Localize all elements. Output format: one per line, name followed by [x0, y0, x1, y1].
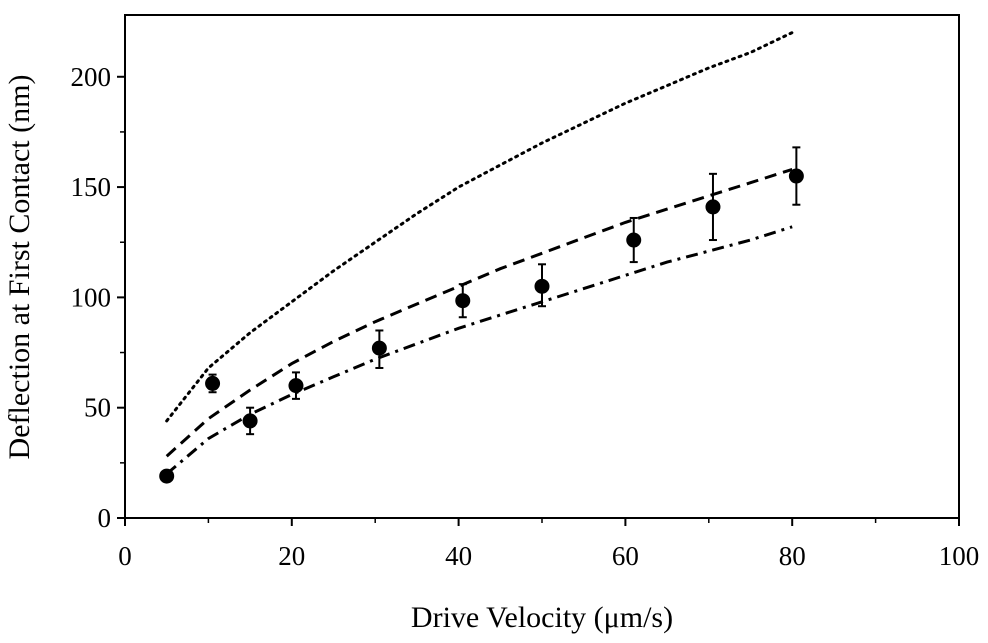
series-line-dashdot	[165, 225, 793, 476]
data-point	[159, 468, 175, 484]
y-tick-labels: 0 50 100 150 200	[71, 62, 112, 533]
x-tick-label: 60	[612, 541, 639, 571]
minor-ticks	[120, 131, 877, 523]
data-point	[534, 278, 550, 294]
data-point	[371, 340, 387, 356]
data-point	[242, 413, 258, 429]
x-tick-label: 40	[445, 541, 472, 571]
data-point	[626, 232, 642, 248]
series-line-dotted	[165, 31, 794, 423]
data-point	[788, 168, 804, 184]
series-line-dashed	[165, 167, 793, 458]
x-tick-label: 20	[278, 541, 305, 571]
y-tick-label: 50	[84, 393, 111, 423]
data-point	[288, 378, 304, 394]
y-tick-label: 200	[71, 62, 112, 92]
x-tick-labels: 0 20 40 60 80 100	[118, 541, 979, 571]
x-tick-label: 80	[779, 541, 806, 571]
x-axis-title: Drive Velocity (μm/s)	[411, 601, 673, 634]
y-tick-label: 150	[71, 172, 112, 202]
major-ticks	[117, 75, 960, 526]
data-point	[205, 375, 221, 391]
data-markers	[159, 168, 804, 484]
x-tick-label: 0	[118, 541, 132, 571]
data-point	[705, 199, 721, 215]
model-curves	[165, 31, 794, 476]
y-tick-label: 0	[98, 503, 112, 533]
data-point	[455, 293, 471, 309]
y-axis-title: Deflection at First Contact (nm)	[3, 75, 36, 460]
x-tick-label: 100	[939, 541, 980, 571]
y-tick-label: 100	[71, 282, 112, 312]
